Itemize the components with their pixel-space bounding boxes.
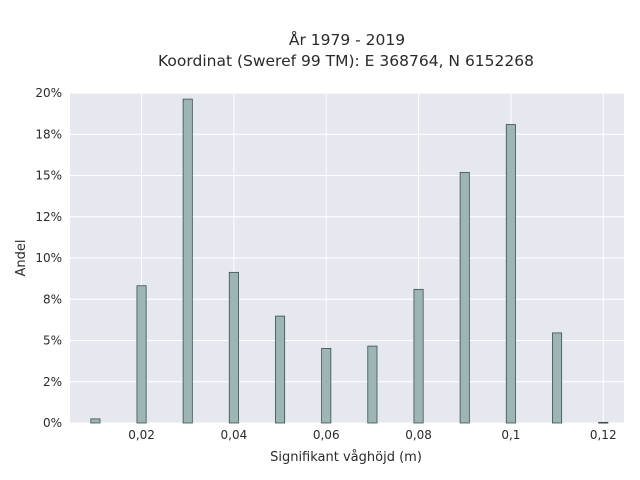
histogram-bar bbox=[598, 421, 609, 424]
y-tick-label: 2% bbox=[43, 375, 62, 389]
histogram-bar bbox=[228, 271, 239, 424]
x-tick-label: 0,04 bbox=[221, 428, 248, 442]
histogram-bar bbox=[275, 315, 286, 424]
y-tick-label: 0% bbox=[43, 416, 62, 430]
histogram-bar bbox=[505, 124, 516, 424]
x-tick-label: 0,08 bbox=[405, 428, 432, 442]
bars bbox=[90, 98, 609, 424]
x-tick-label: 0,12 bbox=[590, 428, 617, 442]
x-axis-title: Signifikant våghöjd (m) bbox=[270, 450, 422, 465]
histogram-bar bbox=[182, 98, 193, 424]
x-tick-labels: 0,02 0,04 0,06 0,08 0,1 0,12 bbox=[128, 428, 616, 442]
histogram-bar bbox=[321, 348, 332, 424]
chart-title-line-1: År 1979 - 2019 bbox=[289, 30, 405, 49]
x-tick-label: 0,1 bbox=[501, 428, 520, 442]
chart-title-line-2: Koordinat (Sweref 99 TM): E 368764, N 61… bbox=[158, 52, 534, 70]
histogram-bar bbox=[413, 288, 424, 424]
y-tick-label: 12% bbox=[35, 210, 62, 224]
y-tick-labels: 0% 2% 5% 8% 10% 12% 15% 18% 20% bbox=[35, 86, 62, 430]
y-tick-label: 5% bbox=[43, 334, 62, 348]
histogram-bar bbox=[90, 418, 101, 424]
histogram-bar bbox=[552, 332, 563, 424]
y-tick-label: 8% bbox=[43, 292, 62, 306]
histogram-bar bbox=[459, 171, 470, 424]
x-tick-label: 0,02 bbox=[128, 428, 155, 442]
y-axis-title: Andel bbox=[14, 240, 29, 277]
x-tick-label: 0,06 bbox=[313, 428, 340, 442]
histogram-bar bbox=[136, 285, 147, 424]
y-tick-label: 20% bbox=[35, 86, 62, 100]
y-tick-label: 15% bbox=[35, 169, 62, 183]
histogram-bar bbox=[367, 345, 378, 424]
y-tick-label: 10% bbox=[35, 251, 62, 265]
y-tick-label: 18% bbox=[35, 127, 62, 141]
